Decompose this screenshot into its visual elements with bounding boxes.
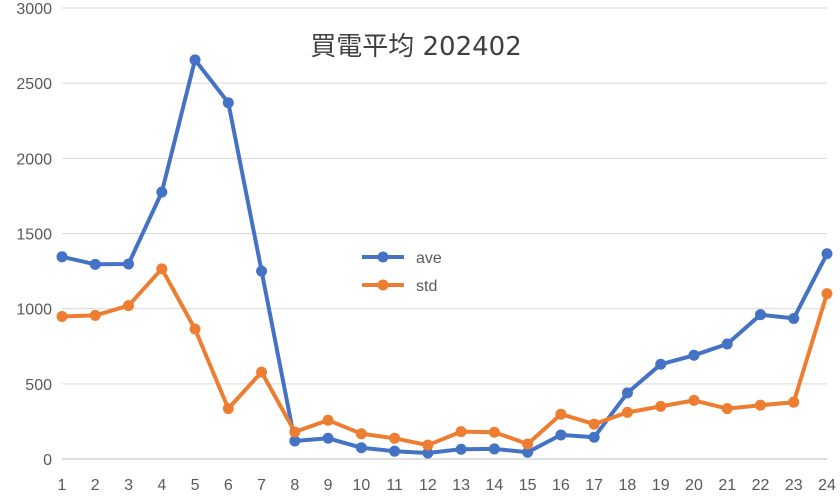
x-tick-label: 19 [652, 477, 670, 494]
x-tick-label: 17 [585, 477, 603, 494]
y-tick-label: 500 [25, 377, 52, 394]
data-point-ave [688, 349, 700, 361]
data-point-ave [522, 446, 534, 458]
x-tick-label: 5 [191, 477, 200, 494]
data-point-std [555, 408, 567, 420]
data-point-std [621, 406, 633, 418]
y-tick-label: 2000 [16, 151, 52, 168]
data-point-ave [256, 265, 268, 277]
x-tick-label: 7 [257, 477, 266, 494]
data-point-ave [821, 248, 833, 260]
x-tick-label: 9 [324, 477, 333, 494]
x-tick-label: 14 [485, 477, 503, 494]
legend: ave std [362, 250, 442, 295]
x-tick-label: 16 [552, 477, 570, 494]
y-tick-label: 1000 [16, 302, 52, 319]
x-tick-label: 6 [224, 477, 233, 494]
series-line-ave [60, 57, 829, 455]
data-point-std [688, 394, 700, 406]
data-point-std [788, 396, 800, 408]
data-point-ave [721, 338, 733, 350]
legend-label-ave: ave [416, 250, 442, 267]
x-tick-label: 12 [419, 477, 437, 494]
x-tick-label: 3 [124, 477, 133, 494]
data-point-ave [189, 54, 201, 66]
data-point-std [821, 288, 833, 300]
data-point-std [89, 309, 101, 321]
data-point-std [322, 414, 334, 426]
data-point-ave [123, 258, 135, 270]
series-line-std [60, 266, 829, 448]
data-point-std [588, 418, 600, 430]
data-point-std [422, 439, 434, 451]
legend-marker-ave [377, 251, 389, 263]
x-tick-label: 24 [818, 477, 836, 494]
data-point-ave [621, 387, 633, 399]
x-tick-label: 21 [718, 477, 736, 494]
data-point-ave [488, 443, 500, 455]
x-tick-label: 2 [91, 477, 100, 494]
data-point-std [222, 403, 234, 415]
y-tick-label: 1500 [16, 227, 52, 244]
y-tick-label: 2500 [16, 76, 52, 93]
data-point-ave [455, 443, 467, 455]
series-layer [56, 54, 833, 459]
data-point-ave [222, 97, 234, 109]
data-point-std [721, 403, 733, 415]
x-tick-label: 1 [58, 477, 67, 494]
x-tick-label: 20 [685, 477, 703, 494]
x-tick-label: 13 [452, 477, 470, 494]
data-point-std [455, 426, 467, 438]
x-axis-ticks: 1 2 3 4 5 6 7 8 9 10 11 12 13 14 15 16 17 18 19 20 21 22 23 24 [58, 477, 836, 494]
x-tick-label: 15 [519, 477, 537, 494]
legend-label-std: std [416, 278, 437, 295]
y-tick-label: 3000 [16, 1, 52, 18]
data-point-ave [389, 445, 401, 457]
x-tick-label: 22 [752, 477, 770, 494]
data-point-std [256, 366, 268, 378]
data-point-std [488, 426, 500, 438]
x-tick-label: 8 [290, 477, 299, 494]
data-point-ave [655, 358, 667, 370]
data-point-std [189, 323, 201, 335]
x-tick-label: 11 [386, 477, 403, 494]
x-tick-label: 23 [785, 477, 803, 494]
data-point-std [123, 300, 135, 312]
y-axis-ticks: 0 500 1000 1500 2000 2500 3000 [16, 1, 52, 469]
data-point-std [289, 426, 301, 438]
y-tick-label: 0 [43, 452, 52, 469]
data-point-std [522, 438, 534, 450]
data-point-std [355, 428, 367, 440]
data-point-std [389, 432, 401, 444]
data-point-ave [422, 447, 434, 459]
data-point-ave [322, 432, 334, 444]
data-point-ave [289, 435, 301, 447]
x-tick-label: 10 [352, 477, 370, 494]
data-point-ave [788, 312, 800, 324]
data-point-std [156, 263, 168, 275]
data-point-ave [355, 442, 367, 454]
data-point-std [655, 400, 667, 412]
data-point-ave [89, 258, 101, 270]
data-point-ave [555, 429, 567, 441]
data-point-std [754, 399, 766, 411]
x-tick-label: 18 [619, 477, 637, 494]
data-point-ave [588, 431, 600, 443]
x-tick-label: 4 [157, 477, 166, 494]
legend-marker-std [377, 279, 389, 291]
gridlines [62, 7, 827, 460]
data-point-ave [754, 309, 766, 321]
data-point-std [56, 310, 68, 322]
data-point-ave [156, 186, 168, 198]
chart-title: 買電平均 202402 [310, 32, 522, 62]
data-point-ave [56, 251, 68, 263]
